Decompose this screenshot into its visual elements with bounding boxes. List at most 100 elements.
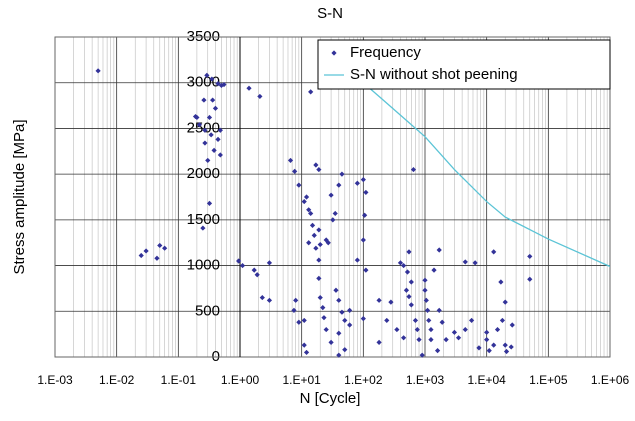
point — [336, 352, 342, 358]
point — [301, 317, 307, 324]
point — [313, 245, 319, 251]
point — [397, 260, 404, 266]
point — [287, 157, 294, 164]
point — [328, 192, 334, 198]
x-axis-label: N [Cycle] — [300, 390, 361, 407]
point — [436, 307, 442, 313]
point — [388, 299, 394, 305]
point — [336, 297, 342, 303]
point — [476, 345, 482, 351]
point — [336, 182, 342, 188]
point — [215, 136, 221, 142]
point — [301, 198, 307, 205]
point — [209, 76, 215, 82]
point — [320, 305, 326, 311]
point — [439, 319, 445, 325]
point — [157, 242, 163, 249]
sn-line — [362, 82, 610, 268]
point — [330, 217, 336, 223]
point — [451, 329, 458, 335]
point — [422, 277, 428, 283]
plot-area — [55, 37, 610, 357]
point — [336, 330, 342, 336]
x-tick-label: 1.E+01 — [282, 373, 321, 387]
point — [293, 297, 299, 303]
point — [422, 287, 428, 293]
point — [254, 272, 260, 278]
point — [303, 194, 310, 200]
point — [323, 237, 329, 243]
y-tick-label: 3500 — [187, 28, 220, 45]
x-tick-label: 1.E+05 — [529, 373, 568, 387]
point — [408, 302, 414, 308]
point — [313, 162, 319, 168]
point — [384, 317, 390, 324]
point — [347, 307, 353, 313]
point — [333, 287, 339, 293]
point — [206, 200, 213, 206]
point — [342, 317, 348, 324]
point — [217, 152, 223, 158]
point — [431, 267, 437, 273]
point — [210, 97, 216, 103]
point — [491, 249, 497, 255]
point — [266, 260, 273, 266]
y-tick-label: 500 — [195, 302, 220, 319]
point — [423, 297, 429, 303]
point — [486, 348, 492, 354]
point — [206, 114, 213, 121]
point — [363, 267, 369, 273]
point — [434, 348, 441, 354]
point — [303, 349, 310, 356]
point — [316, 275, 322, 281]
point — [205, 157, 211, 164]
point — [215, 81, 221, 87]
legend-swatch — [331, 50, 337, 56]
point — [143, 248, 149, 254]
point — [332, 210, 338, 217]
point — [509, 322, 515, 328]
point — [292, 168, 298, 174]
point — [266, 297, 273, 303]
point — [424, 307, 431, 313]
point — [354, 180, 360, 186]
point — [306, 207, 312, 213]
point — [162, 245, 168, 251]
point — [257, 93, 263, 100]
point — [502, 299, 508, 305]
point — [200, 225, 206, 231]
point — [251, 267, 257, 273]
point — [321, 315, 327, 321]
point — [301, 342, 307, 348]
point — [508, 344, 514, 350]
x-tick-label: 1.E+04 — [467, 373, 506, 387]
point — [406, 294, 412, 300]
point — [138, 252, 144, 259]
point — [428, 337, 434, 343]
point — [316, 227, 322, 233]
x-tick-label: 1.E+06 — [591, 373, 630, 387]
point — [502, 342, 508, 348]
point — [401, 335, 407, 341]
point — [491, 342, 497, 348]
point — [317, 294, 323, 301]
x-tick-label: 1.E+00 — [221, 373, 260, 387]
x-tick-label: 1.E-02 — [99, 373, 135, 387]
point — [406, 249, 412, 255]
point — [154, 255, 160, 261]
y-tick-label: 2000 — [187, 165, 220, 182]
point — [527, 276, 533, 282]
point — [208, 132, 214, 138]
point — [426, 317, 432, 324]
point — [376, 297, 382, 303]
point — [347, 322, 353, 328]
legend-label: Frequency — [350, 44, 421, 61]
x-tick-label: 1.E+03 — [406, 373, 445, 387]
point — [499, 317, 506, 324]
x-tick-label: 1.E+02 — [344, 373, 383, 387]
point — [503, 348, 510, 355]
point — [462, 259, 468, 265]
point — [443, 337, 449, 343]
point — [316, 257, 322, 263]
